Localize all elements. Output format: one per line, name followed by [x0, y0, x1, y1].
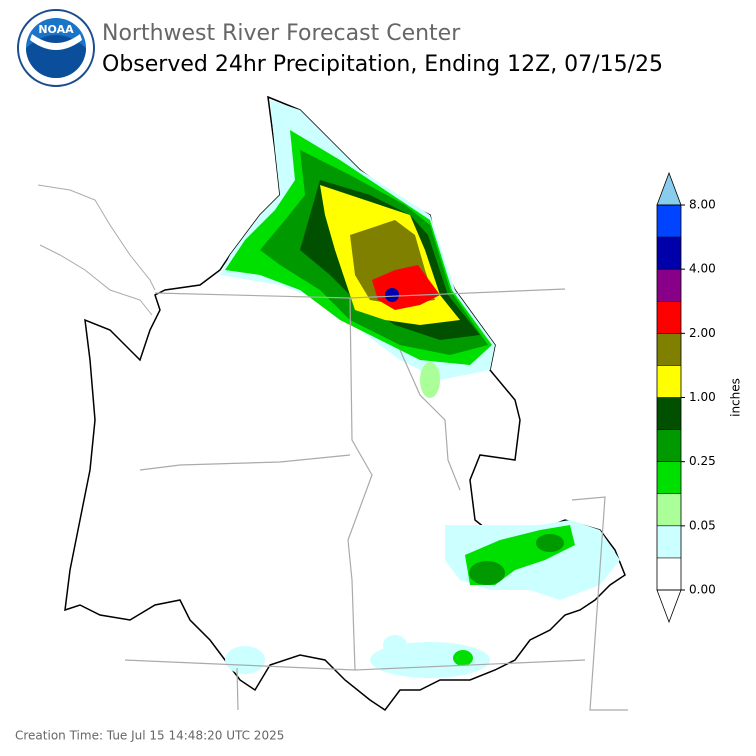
creation-time: Creation Time: Tue Jul 15 14:48:20 UTC 2… — [15, 729, 284, 743]
colorbar-segment — [657, 493, 681, 526]
colorbar-tick-label: 2.00 — [689, 326, 716, 340]
colorbar-segment — [657, 205, 681, 238]
title: Northwest River Forecast Center — [102, 21, 461, 46]
colorbar-segment — [657, 557, 681, 590]
colorbar-extend-bottom — [656, 589, 682, 624]
coastline-canada — [37, 184, 156, 316]
colorbar-label: inches — [729, 378, 743, 417]
colorbar-segment — [657, 301, 681, 334]
colorbar-segment — [657, 525, 681, 558]
colorbar-extend-top — [656, 171, 682, 206]
colorbar-segment — [657, 269, 681, 302]
colorbar-segment — [657, 397, 681, 430]
subtitle: Observed 24hr Precipitation, Ending 12Z,… — [102, 52, 663, 77]
colorbar-tick-label: 0.05 — [689, 518, 716, 532]
logo-text: NOAA — [38, 23, 74, 36]
colorbar: 0.00 0.05 0.25 1.00 2.00 4.00 8.00 inches — [656, 171, 743, 624]
colorbar-segment — [657, 429, 681, 462]
colorbar-tick-label: 4.00 — [689, 262, 716, 276]
colorbar-tick-label: 8.00 — [689, 198, 716, 212]
colorbar-tick-label: 0.25 — [689, 454, 716, 468]
colorbar-tick-label: 0.00 — [689, 583, 716, 597]
state-borders — [124, 288, 628, 711]
colorbar-segment — [657, 333, 681, 366]
colorbar-segment — [657, 365, 681, 398]
noaa-logo: NOAA — [17, 9, 95, 87]
colorbar-tick-label: 1.00 — [689, 390, 716, 404]
colorbar-segment — [657, 237, 681, 270]
colorbar-segment — [657, 461, 681, 494]
precipitation — [220, 100, 620, 678]
